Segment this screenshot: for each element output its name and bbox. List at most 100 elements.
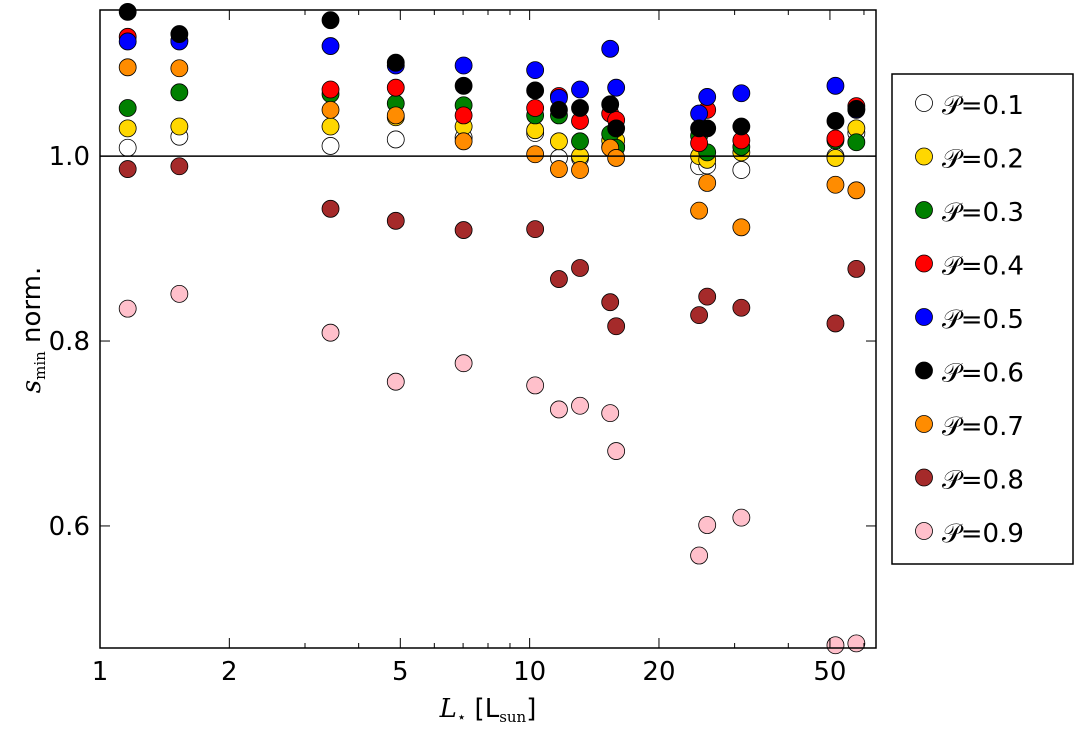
legend-label: 𝒫=0.2 [942, 145, 1024, 175]
y-axis-label: smin norm. [17, 267, 49, 394]
data-point-0-4 [321, 80, 340, 99]
data-point-0-6 [550, 100, 568, 119]
legend-marker [915, 201, 933, 219]
data-point-0-4 [386, 78, 405, 97]
data-point-0-5 [571, 80, 589, 99]
data-point-0-8 [732, 298, 751, 317]
x-tick-label: 2 [221, 657, 238, 687]
data-point-0-8 [170, 157, 189, 176]
data-points [118, 2, 866, 655]
legend-label: 𝒫=0.1 [942, 91, 1024, 121]
data-point-0-9 [170, 284, 189, 303]
data-point-0-5 [607, 78, 626, 97]
data-point-0-8 [607, 317, 626, 336]
data-point-0-5 [698, 88, 717, 106]
axes: 1 2 5 10 20 50 0.6 0.8 1.0 [49, 9, 877, 687]
data-point-0-7 [826, 175, 845, 194]
data-point-0-8 [386, 211, 405, 230]
data-point-0-3 [118, 99, 137, 117]
data-point-0-9 [607, 442, 626, 460]
data-point-0-8 [454, 221, 473, 239]
data-point-0-9 [550, 400, 568, 419]
data-point-0-3 [571, 132, 589, 151]
data-point-0-6 [571, 99, 589, 117]
x-tick-label: 20 [642, 657, 675, 687]
legend-label: 𝒫=0.7 [942, 412, 1024, 442]
data-point-0-9 [690, 546, 709, 565]
data-point-0-2 [321, 117, 340, 136]
legend-label: 𝒫=0.4 [942, 252, 1024, 282]
data-point-0-9 [118, 299, 137, 318]
data-point-0-6 [826, 112, 845, 130]
legend-marker [915, 361, 933, 380]
data-point-0-5 [321, 37, 340, 55]
data-point-0-2 [550, 132, 568, 151]
x-tick-label: 1 [92, 657, 109, 687]
data-point-0-8 [550, 270, 568, 288]
data-point-0-8 [601, 293, 620, 312]
legend-marker [915, 94, 933, 112]
data-point-0-1 [386, 130, 405, 149]
data-point-0-6 [698, 119, 717, 138]
data-point-0-7 [170, 59, 189, 78]
data-point-0-3 [847, 133, 866, 152]
data-point-0-7 [732, 218, 751, 237]
data-point-0-8 [690, 306, 709, 325]
data-point-0-6 [732, 117, 751, 136]
data-point-0-4 [826, 129, 845, 148]
legend-marker [915, 522, 933, 540]
data-point-0-8 [526, 220, 545, 239]
data-point-0-8 [321, 199, 340, 218]
legend-label: 𝒫=0.3 [942, 198, 1024, 228]
data-point-0-2 [118, 119, 137, 138]
data-point-0-9 [847, 634, 866, 653]
data-point-0-7 [550, 160, 568, 178]
legend-marker [915, 415, 933, 433]
data-point-0-2 [170, 117, 189, 136]
data-point-0-7 [690, 201, 709, 220]
data-point-0-9 [571, 396, 589, 415]
data-point-0-6 [454, 76, 473, 95]
data-point-0-6 [321, 11, 340, 30]
data-point-0-7 [454, 132, 473, 151]
data-point-0-9 [321, 323, 340, 342]
data-point-0-9 [386, 372, 405, 391]
data-point-0-6 [170, 25, 189, 43]
data-point-0-8 [826, 314, 845, 333]
data-point-0-9 [526, 376, 545, 395]
legend-label: 𝒫=0.5 [942, 305, 1024, 335]
data-point-0-7 [607, 149, 626, 167]
data-point-0-5 [601, 39, 620, 58]
legend: 𝒫=0.1 𝒫=0.2 𝒫=0.3 𝒫=0.4 𝒫=0.5 𝒫=0.6 𝒫=0.7 𝒫=0.8… [891, 73, 1074, 565]
legend-marker [915, 147, 933, 166]
data-point-0-1 [321, 137, 340, 155]
data-point-0-6 [118, 2, 137, 21]
y-tick-label: 1.0 [49, 142, 90, 172]
data-point-0-9 [698, 516, 717, 534]
data-point-0-2 [826, 149, 845, 167]
data-point-0-5 [732, 84, 751, 103]
data-point-0-8 [847, 259, 866, 278]
x-tick-label: 10 [513, 657, 546, 687]
x-tick-label: 5 [392, 657, 409, 687]
data-point-0-6 [601, 95, 620, 114]
data-point-0-7 [571, 161, 589, 179]
y-tick-label: 0.6 [49, 512, 90, 542]
data-point-0-5 [526, 61, 545, 80]
data-point-0-7 [847, 181, 866, 200]
data-point-0-7 [321, 100, 340, 119]
data-point-0-5 [826, 76, 845, 95]
data-point-0-5 [454, 56, 473, 75]
legend-label: 𝒫=0.6 [942, 359, 1024, 389]
data-point-0-9 [732, 508, 751, 527]
data-point-0-6 [607, 119, 626, 138]
data-point-0-8 [698, 287, 717, 306]
plot-frame [99, 9, 877, 649]
data-point-0-3 [170, 83, 189, 102]
data-point-0-7 [386, 106, 405, 125]
data-point-0-7 [698, 174, 717, 192]
data-point-0-4 [526, 99, 545, 117]
data-point-0-7 [526, 145, 545, 164]
data-point-0-6 [526, 81, 545, 100]
